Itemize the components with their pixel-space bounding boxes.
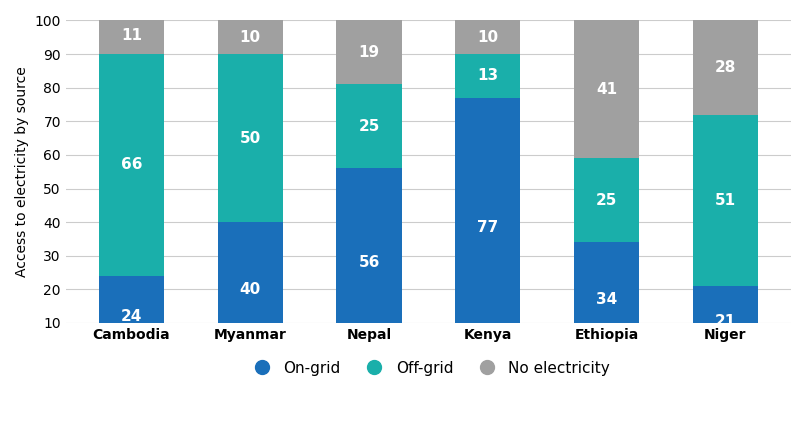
- Text: 25: 25: [596, 193, 617, 208]
- Bar: [336, 169, 401, 356]
- Bar: [336, 84, 401, 169]
- Text: 40: 40: [239, 282, 261, 297]
- Text: 77: 77: [477, 220, 498, 235]
- Bar: [455, 98, 521, 356]
- Bar: [99, 276, 164, 356]
- Text: 10: 10: [239, 30, 261, 45]
- Text: 50: 50: [239, 131, 261, 146]
- Text: 11: 11: [121, 28, 142, 43]
- Bar: [99, 54, 164, 276]
- Text: 21: 21: [715, 314, 736, 329]
- Bar: [692, 286, 758, 356]
- Bar: [574, 242, 639, 356]
- Text: 25: 25: [359, 119, 380, 134]
- Bar: [692, 21, 758, 114]
- Text: 66: 66: [121, 158, 142, 172]
- Bar: [692, 114, 758, 286]
- Text: 51: 51: [715, 193, 736, 208]
- Text: 41: 41: [596, 82, 617, 97]
- Text: 10: 10: [477, 30, 498, 45]
- Text: 24: 24: [121, 309, 142, 324]
- Text: 34: 34: [596, 292, 617, 307]
- Text: 13: 13: [477, 69, 498, 84]
- Bar: [218, 54, 283, 222]
- Bar: [218, 222, 283, 356]
- Text: 56: 56: [359, 255, 380, 270]
- Bar: [455, 54, 521, 98]
- Bar: [574, 158, 639, 242]
- Legend: On-grid, Off-grid, No electricity: On-grid, Off-grid, No electricity: [241, 355, 616, 382]
- Bar: [574, 21, 639, 158]
- Text: 19: 19: [359, 45, 380, 60]
- Bar: [336, 21, 401, 84]
- Bar: [455, 21, 521, 54]
- Y-axis label: Access to electricity by source: Access to electricity by source: [15, 66, 29, 277]
- Bar: [99, 17, 164, 54]
- Bar: [218, 21, 283, 54]
- Text: 28: 28: [715, 60, 736, 75]
